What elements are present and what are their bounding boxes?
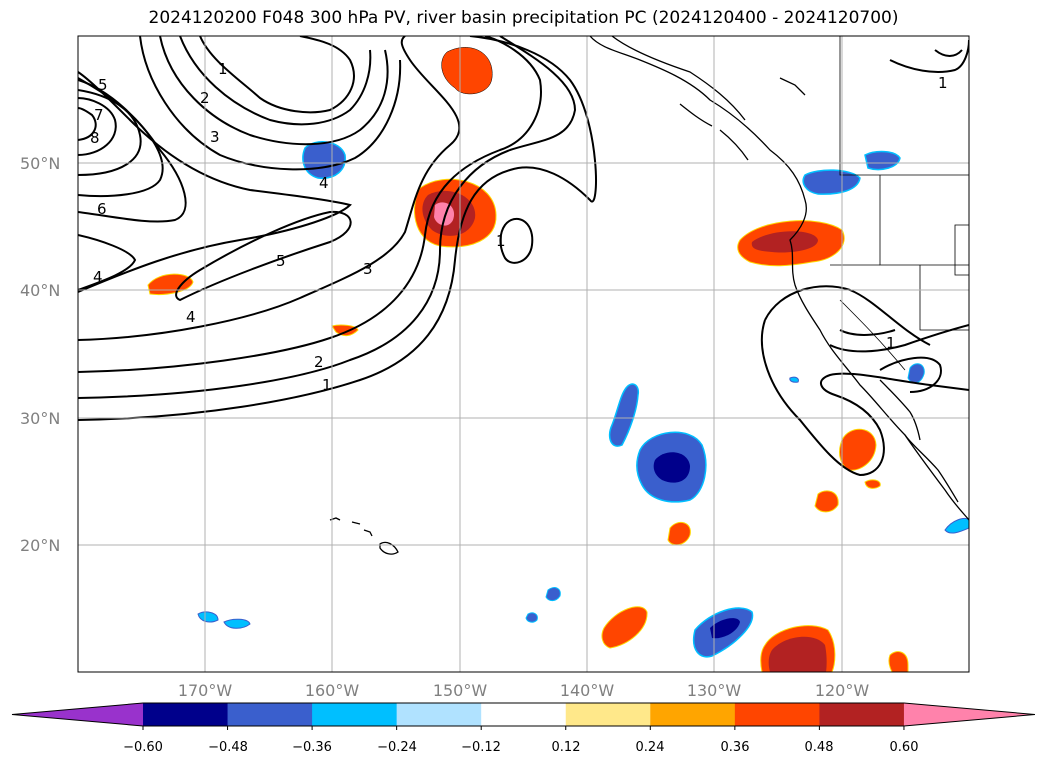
anomaly-baja <box>839 428 877 471</box>
pv-contour-1 <box>78 36 597 421</box>
lat-label: 40°N <box>20 281 60 300</box>
pv-contour-4 <box>78 71 352 293</box>
colorbar-swatch <box>312 703 398 726</box>
pv-label: 5 <box>276 252 286 270</box>
colorbar-tick-labels: −0.60 −0.48 −0.36 −0.24 −0.12 0.12 0.24 … <box>123 740 918 755</box>
colorbar-tick-label: 0.12 <box>552 740 581 755</box>
anomaly-neg-north <box>302 141 346 179</box>
lon-label: 120°W <box>815 681 870 700</box>
colorbar-swatch <box>565 703 651 726</box>
graticule <box>78 36 969 672</box>
pv-label: 1 <box>886 334 896 352</box>
colorbar-tick-label: −0.60 <box>123 740 163 755</box>
longitude-labels: 170°W 160°W 150°W 140°W 130°W 120°W <box>178 681 870 700</box>
lon-label: 150°W <box>433 681 488 700</box>
pv-label: 1 <box>496 232 506 250</box>
pv-contour-5 <box>175 210 352 302</box>
pv-contour-3 <box>78 36 461 341</box>
pv-label: 6 <box>97 200 107 218</box>
colorbar-tick-label: −0.36 <box>292 740 332 755</box>
colorbar-tick-label: −0.48 <box>208 740 248 755</box>
lon-label: 140°W <box>560 681 615 700</box>
lat-label: 20°N <box>20 536 60 555</box>
pv-label: 7 <box>94 106 104 124</box>
pv-label: 8 <box>90 129 100 147</box>
colorbar-tick-label: −0.12 <box>461 740 501 755</box>
colorbar-swatch <box>143 703 229 726</box>
colorbar-tick-label: 0.24 <box>636 740 665 755</box>
pv-contour-2 <box>78 36 542 373</box>
colorbar-extend-high <box>903 703 1035 726</box>
pv-label: 4 <box>93 268 103 286</box>
colorbar-tick-label: −0.24 <box>377 740 417 755</box>
map-area <box>78 36 969 672</box>
colorbar-swatch <box>227 703 313 726</box>
colorbar-swatch <box>734 703 820 726</box>
latitude-labels: 50°N 40°N 30°N 20°N <box>20 154 60 555</box>
colorbar-tick-label: 0.48 <box>805 740 834 755</box>
pv-label: 3 <box>363 260 373 278</box>
map-frame <box>77 35 970 673</box>
pv-label: 4 <box>186 308 196 326</box>
pv-label: 2 <box>200 89 210 107</box>
anomaly-gulf-alaska <box>441 47 493 95</box>
colorbar-extend-low <box>12 703 143 726</box>
colorbar-swatch <box>650 703 736 726</box>
lat-label: 30°N <box>20 409 60 428</box>
lat-label: 50°N <box>20 154 60 173</box>
lon-label: 160°W <box>305 681 360 700</box>
anomaly-south <box>601 606 648 649</box>
pv-label: 1 <box>938 74 948 92</box>
pv-label: 3 <box>210 128 220 146</box>
colorbar <box>11 702 1035 730</box>
pv-contours <box>78 36 969 477</box>
lon-label: 170°W <box>178 681 233 700</box>
anomaly-west <box>147 273 194 295</box>
pv-label: 1 <box>322 376 332 394</box>
pv-label: 2 <box>314 353 324 371</box>
state-borders <box>830 36 969 371</box>
pv-contour-labels: 1 2 3 4 5 6 7 8 5 4 4 3 2 1 1 1 1 <box>90 60 948 394</box>
colorbar-tick-label: 0.36 <box>721 740 750 755</box>
map-title: 2024120200 F048 300 hPa PV, river basin … <box>148 8 899 28</box>
precip-negative-anomalies <box>197 141 969 658</box>
colorbar-swatch <box>481 703 567 726</box>
colorbar-swatch <box>396 703 482 726</box>
colorbar-tick-label: 0.60 <box>890 740 919 755</box>
pv-label: 5 <box>98 76 108 94</box>
lon-label: 130°W <box>687 681 742 700</box>
pv-label: 1 <box>218 60 228 78</box>
pv-label: 4 <box>319 174 329 192</box>
colorbar-swatch <box>819 703 905 726</box>
coastlines <box>329 36 969 555</box>
